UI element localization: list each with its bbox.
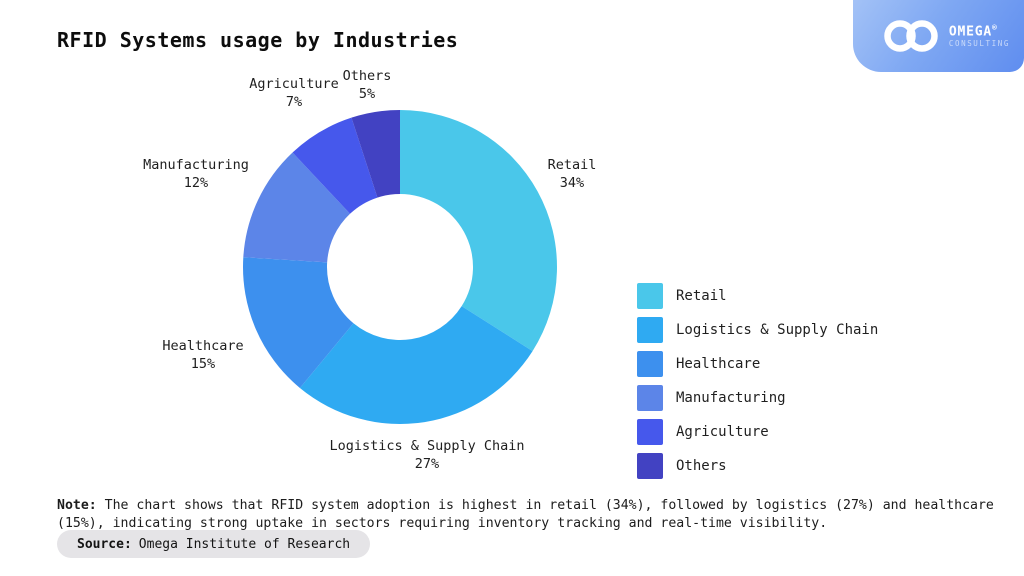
legend-item-agriculture: Agriculture xyxy=(637,419,878,445)
source-badge: Source: Omega Institute of Research xyxy=(57,530,371,558)
page-title: RFID Systems usage by Industries xyxy=(57,28,459,52)
legend-item-healthcare: Healthcare xyxy=(637,351,878,377)
note-prefix: Note: xyxy=(57,498,97,514)
legend-label: Manufacturing xyxy=(676,390,786,406)
callout-label: Manufacturing xyxy=(143,157,249,173)
legend-item-manufacturing: Manufacturing xyxy=(637,385,878,411)
donut-segment-healthcare xyxy=(242,257,354,388)
legend-label: Healthcare xyxy=(676,356,761,372)
callout-others: Others 5% xyxy=(343,67,392,103)
source-text: Omega Institute of Research xyxy=(138,536,351,552)
source-prefix: Source: xyxy=(77,536,132,552)
callout-label: Agriculture xyxy=(249,76,339,92)
legend-swatch-logistics xyxy=(637,317,663,343)
callout-label: Logistics & Supply Chain xyxy=(329,438,525,454)
legend-swatch-manufacturing xyxy=(637,385,663,411)
note-text: Note: The chart shows that RFID system a… xyxy=(57,497,1007,532)
callout-retail: Retail 34% xyxy=(548,156,597,192)
legend-swatch-retail xyxy=(637,283,663,309)
donut-segment-others xyxy=(351,110,400,198)
callout-label: Others xyxy=(342,68,392,84)
donut-segment-manufacturing xyxy=(243,152,351,263)
donut-segment-retail xyxy=(400,110,557,352)
legend-label: Agriculture xyxy=(676,424,769,440)
callout-pct: 27% xyxy=(414,456,440,472)
brand-text: OMEGA® CONSULTING xyxy=(948,23,1010,48)
brand-badge: OMEGA® CONSULTING xyxy=(853,0,1024,72)
callout-pct: 15% xyxy=(190,356,216,372)
callout-pct: 12% xyxy=(183,175,209,191)
callout-pct: 5% xyxy=(358,86,376,102)
brand-subtitle: CONSULTING xyxy=(948,38,1010,48)
infinity-logo-icon xyxy=(884,20,938,52)
callout-agriculture: Agriculture 7% xyxy=(249,75,338,111)
legend-swatch-agriculture xyxy=(637,419,663,445)
legend-swatch-healthcare xyxy=(637,351,663,377)
callout-label: Healthcare xyxy=(162,338,244,354)
legend-item-logistics: Logistics & Supply Chain xyxy=(637,317,878,343)
callout-manufacturing: Manufacturing 12% xyxy=(143,156,249,192)
callout-healthcare: Healthcare 15% xyxy=(162,337,243,373)
brand-name: OMEGA® xyxy=(948,23,998,40)
legend-swatch-others xyxy=(637,453,663,479)
callout-logistics: Logistics & Supply Chain 27% xyxy=(329,437,524,473)
chart-legend: Retail Logistics & Supply Chain Healthca… xyxy=(637,283,878,487)
legend-label: Retail xyxy=(676,288,727,304)
legend-label: Logistics & Supply Chain xyxy=(676,322,879,338)
legend-item-others: Others xyxy=(637,453,878,479)
callout-pct: 34% xyxy=(559,175,585,191)
legend-label: Others xyxy=(676,458,727,474)
registered-mark: ® xyxy=(991,23,998,33)
callout-label: Retail xyxy=(547,157,597,173)
donut-segment-agriculture xyxy=(292,117,378,214)
donut-segment-logistics-supply-chain xyxy=(299,306,533,425)
callout-pct: 7% xyxy=(285,94,303,110)
note-body: The chart shows that RFID system adoptio… xyxy=(57,498,994,531)
legend-item-retail: Retail xyxy=(637,283,878,309)
